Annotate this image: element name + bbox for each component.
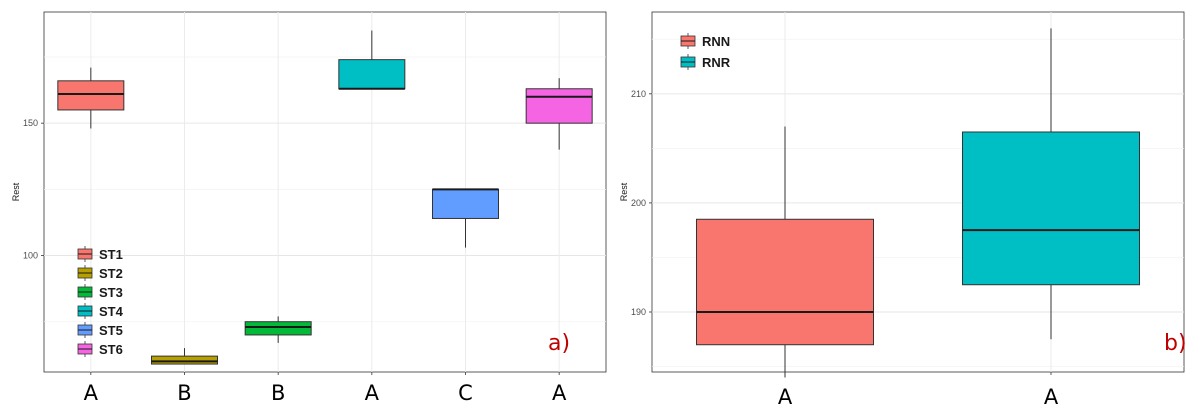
legend-key-rnr: [680, 54, 696, 70]
legend-label: ST1: [99, 247, 123, 262]
box-st2: [151, 348, 218, 365]
legend-label: ST5: [99, 323, 123, 338]
panel-a-plot-area: [43, 11, 607, 373]
box-st6: [525, 78, 593, 150]
x-tick-label: A: [365, 381, 380, 405]
box-st4: [338, 30, 406, 90]
legend-key-st5: [77, 322, 93, 338]
box-st5: [432, 188, 499, 248]
box-rnr: [962, 28, 1140, 340]
panel-b-y-axis-label: Rest: [619, 182, 629, 201]
box-body: [962, 131, 1140, 286]
legend-key-st1: [77, 246, 93, 262]
box-body: [432, 188, 499, 219]
x-tick-label: B: [177, 381, 191, 405]
panel-b-boxes: [696, 28, 1140, 378]
y-tick-label: 100: [23, 251, 38, 261]
y-tick-label: 210: [631, 89, 646, 99]
panel-a-y-ticks: 100 150: [23, 118, 44, 261]
legend-key-st2: [77, 265, 93, 281]
legend-label: RNN: [702, 34, 730, 49]
x-tick-label: B: [271, 381, 285, 405]
box-rnn: [696, 126, 874, 378]
x-tick-label: A: [1044, 385, 1059, 407]
legend-key-st3: [77, 284, 93, 300]
x-tick-label: A: [552, 381, 567, 405]
panel-b-legend: RNN RNR: [680, 33, 731, 70]
y-tick-label: 200: [631, 198, 646, 208]
panel-a-tag: a): [548, 331, 570, 356]
legend-key-st6: [77, 341, 93, 357]
box-body: [57, 80, 125, 111]
legend-label: ST3: [99, 285, 123, 300]
legend-key-st4: [77, 303, 93, 319]
panel-b-y-ticks: 190 200 210: [631, 89, 652, 317]
box-body: [338, 59, 406, 90]
box-body: [525, 88, 593, 124]
y-tick-label: 150: [23, 118, 38, 128]
legend-key-rnn: [680, 33, 696, 49]
panel-b-tag: b): [1164, 331, 1187, 356]
panel-a-box-plot: 100 150 A B B A C A ST1 ST2 ST3 ST4 ST5 ST6 Rest a): [11, 11, 607, 405]
legend-label: ST4: [99, 304, 124, 319]
panel-a-y-axis-label: Rest: [11, 182, 21, 201]
box-body: [696, 218, 874, 346]
x-tick-label: A: [84, 381, 99, 405]
box-st1: [57, 67, 125, 129]
panel-a-boxes: [57, 30, 593, 365]
box-body: [151, 355, 218, 365]
y-tick-label: 190: [631, 307, 646, 317]
x-tick-label: A: [778, 385, 793, 407]
panel-a-legend: ST1 ST2 ST3 ST4 ST5 ST6: [77, 246, 124, 357]
legend-label: ST2: [99, 266, 123, 281]
legend-label: RNR: [702, 55, 731, 70]
box-body: [244, 321, 312, 336]
legend-label: ST6: [99, 342, 123, 357]
x-tick-label: C: [458, 381, 473, 405]
box-st3: [244, 316, 312, 343]
